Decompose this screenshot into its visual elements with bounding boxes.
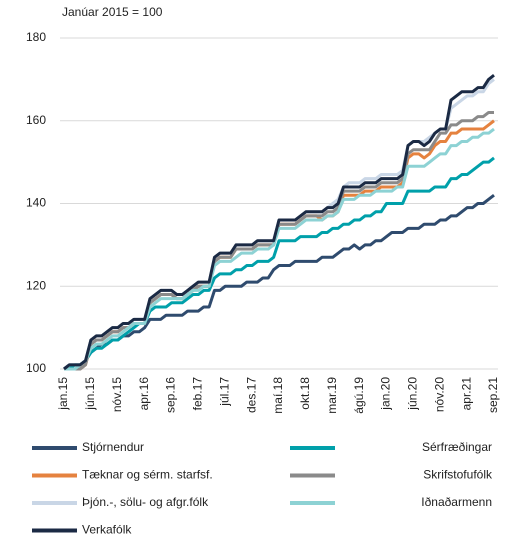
y-tick-label: 180 bbox=[26, 30, 46, 44]
x-tick-label: jan.20 bbox=[379, 377, 393, 411]
y-tick-label: 120 bbox=[26, 278, 46, 292]
chart-subtitle: Janúar 2015 = 100 bbox=[62, 5, 163, 19]
legend-label: Sérfræðingar bbox=[422, 440, 492, 454]
x-tick-label: apr.16 bbox=[137, 377, 151, 411]
x-tick-label: jún.20 bbox=[406, 377, 420, 411]
legend-label: Tæknar og sérm. starfsf. bbox=[82, 468, 213, 482]
x-tick-label: sep.16 bbox=[164, 377, 178, 413]
x-tick-label: nóv.15 bbox=[110, 377, 124, 412]
series-line bbox=[63, 194, 495, 371]
y-tick-label: 160 bbox=[26, 113, 46, 127]
x-tick-label: okt.18 bbox=[298, 377, 312, 410]
x-tick-label: feb.17 bbox=[191, 377, 205, 411]
x-tick-label: ágú.19 bbox=[352, 377, 366, 414]
series-line bbox=[63, 74, 495, 371]
legend-label: Iðnaðarmenn bbox=[421, 495, 492, 509]
legend-label: Stjórnendur bbox=[82, 440, 144, 454]
legend-label: Skrifstofufólk bbox=[423, 468, 493, 482]
x-tick-label: jan.15 bbox=[56, 377, 70, 411]
series-line bbox=[64, 156, 495, 371]
x-tick-label: júl.17 bbox=[217, 377, 231, 407]
x-tick-label: mar.19 bbox=[325, 377, 339, 414]
x-tick-label: jún.15 bbox=[83, 377, 97, 411]
series-line bbox=[64, 127, 495, 371]
legend-label: Þjón.-, sölu- og afgr.fólk bbox=[82, 495, 209, 509]
x-tick-label: maí.18 bbox=[271, 377, 285, 414]
x-tick-label: sep.21 bbox=[486, 377, 500, 413]
y-tick-label: 100 bbox=[26, 361, 46, 375]
x-tick-label: des.17 bbox=[244, 377, 258, 413]
legend-label: Verkafólk bbox=[82, 523, 132, 537]
y-tick-label: 140 bbox=[26, 196, 46, 210]
x-tick-label: apr.21 bbox=[459, 377, 473, 411]
x-tick-label: nóv.20 bbox=[432, 377, 446, 412]
